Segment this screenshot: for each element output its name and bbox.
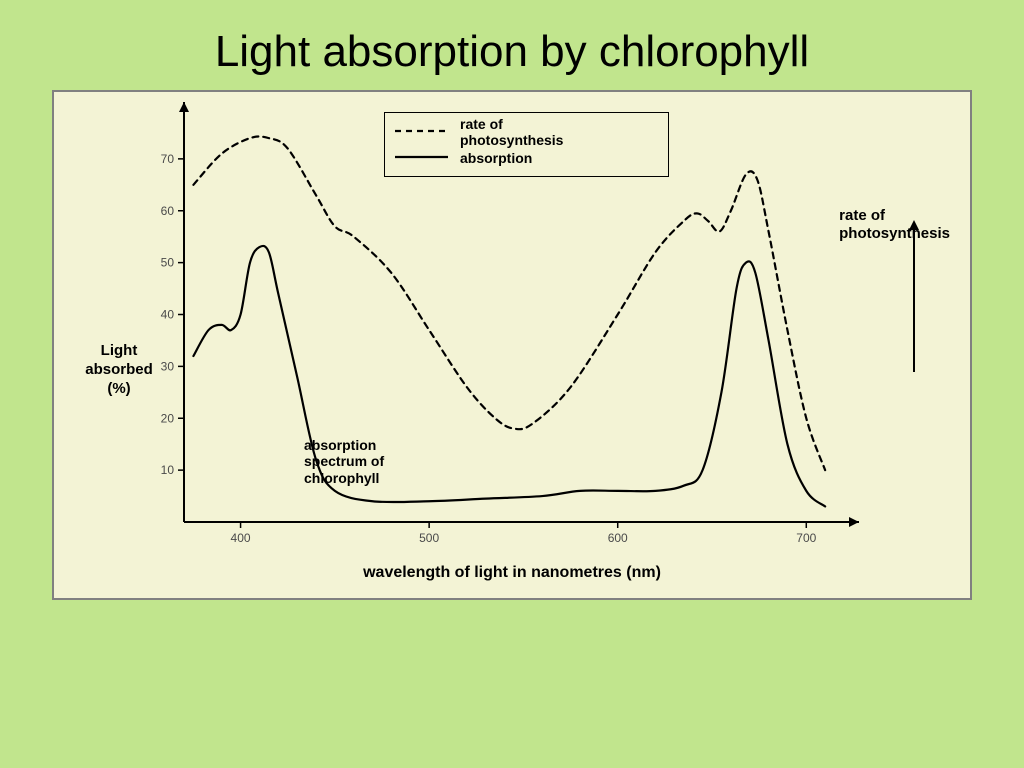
y-axis-right-label: rate ofphotosynthesis [839, 207, 950, 243]
svg-text:60: 60 [161, 204, 175, 218]
y-axis-left-label: Lightabsorbed(%) [74, 342, 164, 398]
svg-text:50: 50 [161, 256, 175, 270]
svg-text:500: 500 [419, 531, 439, 545]
legend-item-absorption: absorption [460, 150, 532, 166]
chart-panel: 40050060070010203040506070 Lightabsorbed… [52, 90, 972, 600]
svg-text:70: 70 [161, 152, 175, 166]
legend: rate ofphotosynthesis absorption [384, 112, 669, 177]
svg-text:400: 400 [231, 531, 251, 545]
svg-text:20: 20 [161, 412, 175, 426]
svg-text:10: 10 [161, 464, 175, 478]
svg-text:700: 700 [796, 531, 816, 545]
x-axis-label: wavelength of light in nanometres (nm) [54, 564, 970, 582]
legend-item-photosynthesis: rate ofphotosynthesis [460, 116, 563, 148]
svg-text:600: 600 [608, 531, 628, 545]
absorption-inline-label: absorptionspectrum ofchlorophyll [304, 437, 384, 485]
legend-swatches [393, 121, 453, 171]
svg-text:40: 40 [161, 308, 175, 322]
slide-title: Light absorption by chlorophyll [215, 28, 809, 76]
